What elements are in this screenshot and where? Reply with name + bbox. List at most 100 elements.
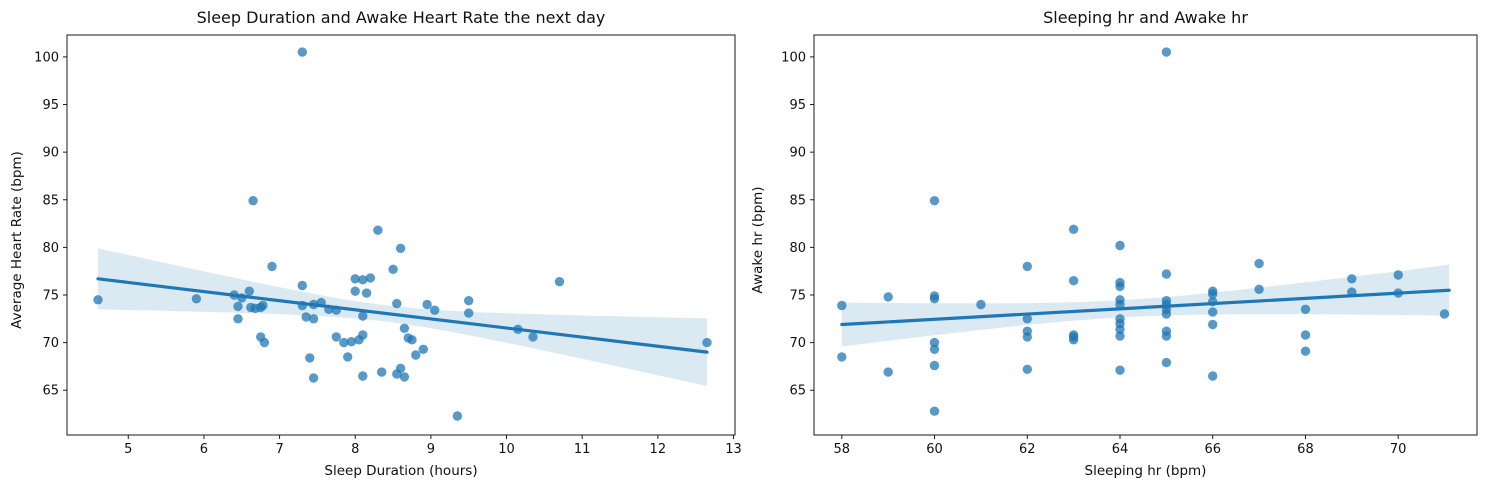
data-point <box>1022 364 1032 374</box>
data-point <box>1022 314 1032 324</box>
axis-ticks: 5 6 7 8 9 10 11 12 13 65 70 75 80 85 90 95 100 <box>34 50 742 457</box>
data-point <box>837 300 847 311</box>
data-point <box>1300 346 1311 356</box>
right-plot-xlabel: Sleeping hr (bpm) <box>1084 463 1207 479</box>
data-point <box>1161 357 1172 368</box>
data-point <box>452 411 463 421</box>
data-point <box>358 371 368 381</box>
data-point <box>388 264 398 274</box>
data-point <box>430 305 440 315</box>
confidence-band <box>841 264 1450 347</box>
data-point <box>1208 297 1218 307</box>
data-point <box>929 294 940 304</box>
data-point <box>1068 224 1079 234</box>
scatter-points <box>837 47 1450 416</box>
data-point <box>464 296 474 306</box>
data-point <box>418 344 428 354</box>
axes-spines <box>813 34 1478 436</box>
data-point <box>1115 324 1125 334</box>
regression-line <box>96 277 709 354</box>
data-point <box>331 305 341 315</box>
y-tick-label: 95 <box>789 98 806 113</box>
data-point <box>1347 274 1357 284</box>
data-point <box>305 353 315 363</box>
x-tick-label: 62 <box>1019 442 1036 457</box>
x-tick-label: 60 <box>926 442 943 457</box>
data-point <box>1115 281 1125 292</box>
x-tick-label: 66 <box>1204 442 1221 457</box>
y-tick-label: 85 <box>42 193 59 208</box>
data-point <box>191 294 202 304</box>
data-point <box>1068 335 1079 345</box>
data-point <box>365 273 376 283</box>
data-point <box>837 352 847 362</box>
data-point <box>93 295 103 305</box>
data-point <box>350 286 360 296</box>
data-point <box>1161 309 1172 319</box>
x-tick-label: 6 <box>200 442 208 457</box>
data-point <box>324 304 334 314</box>
data-point <box>267 261 277 272</box>
data-point <box>361 288 372 298</box>
data-point <box>929 337 940 348</box>
y-tick-label: 90 <box>789 146 806 161</box>
plot-left: 5 6 7 8 9 10 11 12 13 65 70 75 80 85 90 95 100 <box>34 34 742 457</box>
axis-ticks: 58 60 62 64 66 68 70 65 70 75 80 85 90 95 100 <box>781 50 1406 457</box>
x-tick-label: 7 <box>275 442 283 457</box>
data-point <box>358 311 368 321</box>
data-point <box>1161 269 1172 279</box>
data-point <box>1254 284 1264 294</box>
data-point <box>929 196 940 206</box>
y-tick-label: 95 <box>42 98 59 113</box>
data-point <box>395 363 406 373</box>
data-point <box>1208 307 1218 317</box>
x-tick-label: 58 <box>834 442 851 457</box>
data-point <box>350 274 360 284</box>
data-point <box>308 314 319 324</box>
x-tick-label: 12 <box>650 442 667 457</box>
data-point <box>976 299 986 310</box>
data-point <box>392 298 402 309</box>
data-point <box>339 337 349 348</box>
data-point <box>358 275 368 285</box>
data-point <box>1115 331 1125 341</box>
data-point <box>399 323 410 333</box>
data-point <box>1208 289 1218 299</box>
data-point <box>1208 371 1218 381</box>
data-point <box>316 297 326 308</box>
data-point <box>554 277 565 287</box>
x-tick-label: 10 <box>498 442 515 457</box>
x-tick-label: 8 <box>351 442 359 457</box>
data-point <box>248 196 258 206</box>
regression-line <box>840 288 1451 327</box>
data-point <box>407 335 417 345</box>
data-point <box>259 337 270 348</box>
data-point <box>1393 270 1403 280</box>
data-point <box>395 243 406 253</box>
scatter-points <box>93 47 712 421</box>
data-point <box>373 225 383 235</box>
left-plot-xlabel: Sleep Duration (hours) <box>324 463 478 479</box>
y-tick-label: 85 <box>789 193 806 208</box>
x-tick-label: 9 <box>427 442 435 457</box>
data-point <box>1161 331 1172 341</box>
plot-right: 58 60 62 64 66 68 70 65 70 75 80 85 90 95 100 <box>781 34 1478 457</box>
data-point <box>411 350 421 360</box>
data-point <box>1300 330 1311 340</box>
y-tick-label: 80 <box>42 241 59 256</box>
left-plot-ylabel: Average Heart Rate (bpm) <box>9 151 25 329</box>
y-tick-label: 75 <box>42 289 59 304</box>
x-tick-label: 13 <box>725 442 742 457</box>
data-point <box>1022 261 1032 272</box>
data-point <box>1347 287 1357 297</box>
left-plot-title: Sleep Duration and Awake Heart Rate the … <box>196 8 606 27</box>
data-point <box>377 367 387 377</box>
data-point <box>513 324 523 334</box>
data-point <box>883 292 893 302</box>
data-point <box>233 314 243 324</box>
data-point <box>464 308 474 318</box>
data-point <box>237 293 247 303</box>
confidence-band <box>98 248 707 386</box>
